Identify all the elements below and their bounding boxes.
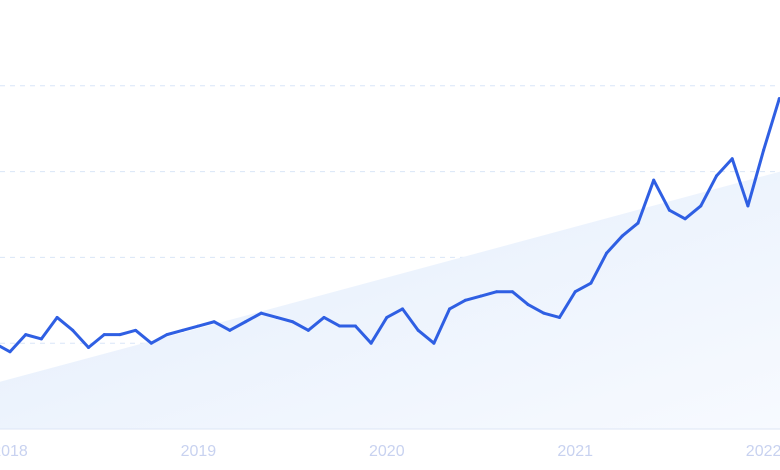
data-point — [730, 157, 734, 161]
data-point — [322, 315, 326, 319]
data-point — [558, 315, 561, 319]
data-point — [353, 324, 357, 328]
data-point — [39, 337, 43, 341]
data-point — [510, 290, 514, 294]
data-point — [605, 251, 609, 255]
data-point — [369, 341, 373, 345]
trend-area — [0, 171, 780, 429]
data-point — [212, 320, 216, 324]
x-tick-label: 2018 — [0, 443, 28, 460]
data-point — [24, 333, 28, 337]
data-point — [181, 328, 185, 332]
data-point — [291, 320, 295, 324]
data-point — [746, 204, 750, 208]
data-point — [228, 328, 232, 332]
data-point — [416, 328, 420, 332]
data-point — [715, 174, 718, 178]
data-point — [196, 324, 200, 328]
x-tick-label: 2020 — [369, 443, 405, 460]
data-point — [667, 208, 671, 212]
data-point — [542, 311, 546, 315]
data-point — [683, 217, 687, 221]
data-point — [448, 307, 452, 311]
x-tick-label: 2022 — [746, 443, 780, 460]
data-point — [338, 324, 342, 328]
data-point — [8, 350, 12, 354]
data-point — [306, 328, 310, 332]
data-point — [620, 234, 624, 238]
data-point — [134, 328, 138, 332]
data-point — [463, 298, 467, 302]
data-point — [699, 204, 703, 208]
data-point — [244, 320, 247, 324]
data-point — [149, 341, 153, 345]
data-point — [762, 148, 766, 152]
data-point — [385, 315, 389, 319]
data-point — [401, 307, 404, 311]
data-point — [589, 281, 593, 285]
data-point — [479, 294, 483, 298]
data-point — [71, 328, 75, 332]
x-tick-label: 2021 — [557, 443, 593, 460]
data-point — [102, 333, 106, 337]
data-point — [275, 315, 279, 319]
x-tick-label: 2019 — [181, 443, 217, 460]
data-point — [55, 315, 59, 319]
data-point — [573, 290, 577, 294]
data-point — [259, 311, 263, 315]
data-point — [526, 303, 530, 307]
data-point — [495, 290, 499, 294]
data-point — [118, 333, 122, 337]
data-point — [432, 341, 436, 345]
data-point — [87, 345, 90, 349]
data-point — [165, 333, 169, 337]
data-point — [636, 221, 640, 225]
data-point — [652, 178, 656, 182]
data-point — [777, 97, 780, 101]
